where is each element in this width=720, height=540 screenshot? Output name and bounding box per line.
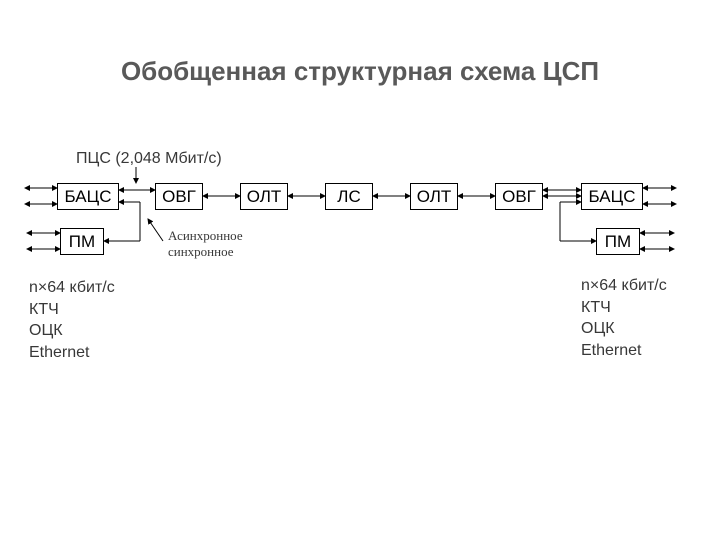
annot-rates-left: n×64 кбит/с КТЧ ОЦК Ethernet — [29, 277, 115, 363]
node-label: ОЛТ — [417, 187, 452, 207]
diagram-canvas: Обобщенная структурная схема ЦСП БАЦС ОВ… — [0, 0, 720, 540]
annot-rates-right: n×64 кбит/с КТЧ ОЦК Ethernet — [581, 275, 667, 361]
node-ovg-left: ОВГ — [155, 183, 203, 210]
page-title: Обобщенная структурная схема ЦСП — [0, 56, 720, 87]
node-label: БАЦС — [589, 187, 636, 207]
annot-async: Асинхронное синхронное — [168, 228, 243, 259]
node-label: ЛС — [337, 187, 360, 207]
node-label: ОЛТ — [247, 187, 282, 207]
node-ovg-right: ОВГ — [495, 183, 543, 210]
node-pm-right: ПМ — [596, 228, 640, 255]
node-label: ОВГ — [162, 187, 196, 207]
annot-pts: ПЦС (2,048 Мбит/с) — [76, 148, 222, 170]
node-bacs-right: БАЦС — [581, 183, 643, 210]
node-pm-left: ПМ — [60, 228, 104, 255]
node-label: ПМ — [69, 232, 95, 252]
node-label: ОВГ — [502, 187, 536, 207]
node-olt-left: ОЛТ — [240, 183, 288, 210]
node-bacs-left: БАЦС — [57, 183, 119, 210]
node-olt-right: ОЛТ — [410, 183, 458, 210]
node-label: БАЦС — [65, 187, 112, 207]
node-ls: ЛС — [325, 183, 373, 210]
node-label: ПМ — [605, 232, 631, 252]
